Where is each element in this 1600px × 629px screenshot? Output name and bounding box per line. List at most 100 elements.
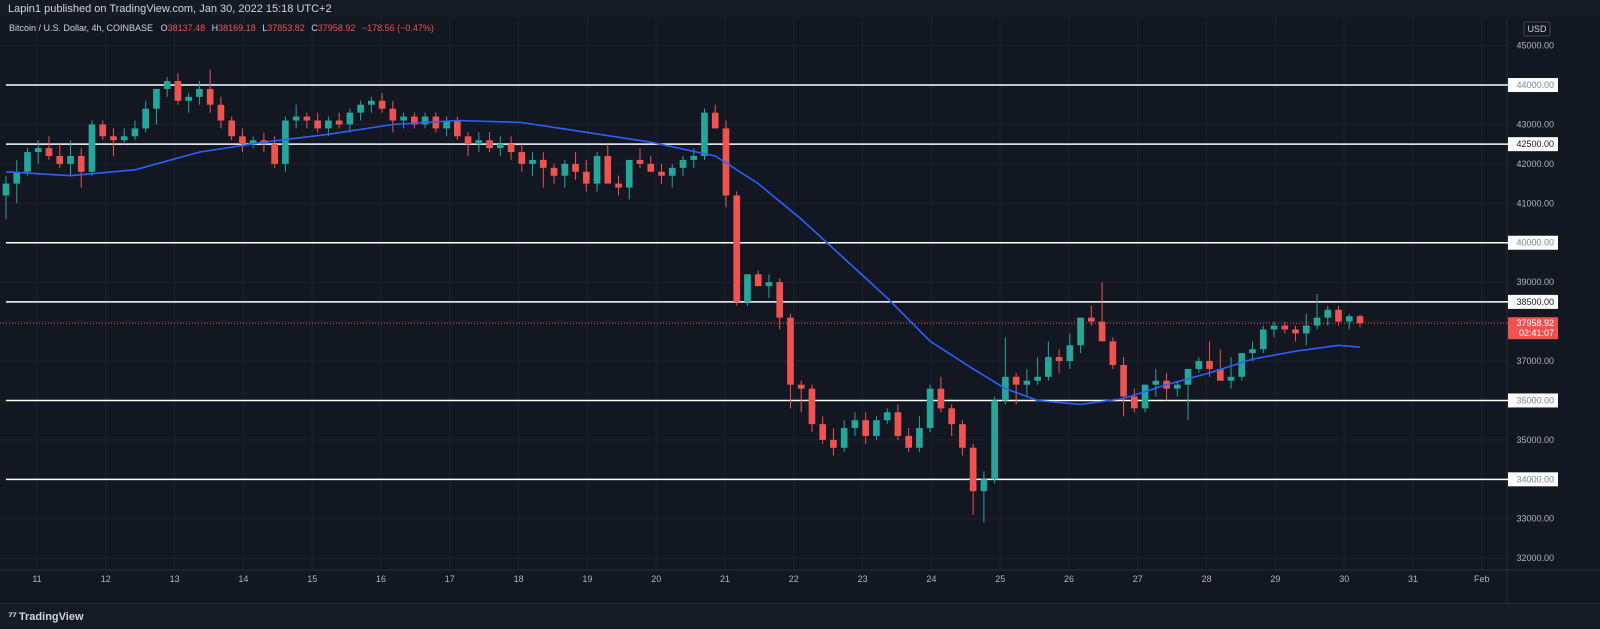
candle-body: [529, 159, 536, 164]
candle-body: [1055, 357, 1063, 362]
candle-body: [196, 88, 203, 97]
candle-body: [550, 167, 558, 176]
candle-body: [1077, 317, 1084, 346]
plot-area[interactable]: [0, 18, 1507, 603]
level-price-tag: [1508, 393, 1558, 408]
candle-body: [787, 317, 794, 385]
candle-body: [1195, 361, 1203, 369]
candle-body: [862, 420, 870, 436]
bar-countdown: 02:41:07: [1519, 328, 1554, 338]
candle-body: [282, 120, 289, 164]
close-label: C: [311, 23, 318, 33]
candle-body: [830, 439, 837, 448]
currency-label: USD: [1527, 24, 1547, 34]
candle-body: [1206, 361, 1213, 369]
x-tick-label: 25: [995, 574, 1005, 584]
candle-body: [1345, 316, 1353, 322]
candle-body: [808, 388, 816, 425]
candle-body: [851, 420, 859, 429]
candle-body: [153, 88, 160, 109]
x-tick-label: 21: [720, 574, 730, 584]
candle-body: [131, 128, 139, 137]
candle-body: [1023, 380, 1031, 385]
candle-body: [389, 108, 397, 121]
change-value: −178.56 (−0.47%): [362, 23, 434, 33]
open-value: 38137.48: [168, 23, 206, 33]
candle-body: [754, 274, 762, 287]
candle-body: [303, 116, 311, 121]
candle-body: [454, 120, 461, 137]
y-axis-labels: 32000.00 33000.00 34000.00 35000.00 36000.00…: [1516, 41, 1554, 564]
candle-body: [668, 167, 676, 176]
y-tick-label: 36000.00: [1516, 395, 1554, 405]
candle-body: [464, 136, 472, 145]
brand-label: TradingView: [18, 611, 84, 623]
candle-body: [991, 400, 998, 480]
candle-body: [507, 144, 515, 153]
candle-body: [969, 447, 977, 492]
x-tick-label: 17: [445, 574, 455, 584]
candle-body: [67, 156, 74, 164]
tradingview-brand[interactable]: ⁷⁷ TradingView: [8, 604, 84, 629]
x-tick-label: 18: [514, 574, 524, 584]
candle-body: [582, 171, 590, 184]
price-chart[interactable]: 44000.00 42500.00 40000.00 38500.00 36000.00…: [0, 0, 1600, 603]
y-tick-label: 33000.00: [1516, 514, 1554, 524]
candle-body: [615, 183, 622, 188]
candle-body: [916, 428, 923, 448]
candle-body: [110, 136, 117, 141]
x-tick-label: 30: [1339, 574, 1349, 584]
candle-body: [1216, 368, 1224, 381]
candle-body: [1356, 316, 1364, 324]
x-tick-label: 29: [1270, 574, 1280, 584]
candle-body: [1141, 384, 1149, 409]
candle-body: [1313, 317, 1321, 326]
candle-body: [1152, 380, 1160, 385]
candle-body: [77, 156, 85, 172]
y-tick-label: 39000.00: [1516, 277, 1554, 287]
candle-body: [1281, 325, 1289, 330]
candle-body: [690, 156, 698, 160]
close-value: 37958.92: [318, 23, 356, 33]
level-price-tag: [1508, 78, 1558, 93]
level-price-tag: [1508, 235, 1558, 250]
candle-body: [948, 408, 955, 425]
candle-body: [604, 156, 612, 184]
y-tick-label: 43000.00: [1516, 119, 1554, 129]
candle-body: [292, 116, 300, 121]
candle-body: [368, 100, 375, 105]
candle-body: [346, 112, 354, 125]
support-resistance-levels: 44000.00 42500.00 40000.00 38500.00 36000.00…: [6, 78, 1558, 487]
candle-body: [905, 435, 912, 448]
candle-body: [99, 124, 107, 137]
publish-info: Lapin1 published on TradingView.com, Jan…: [8, 3, 332, 15]
y-tick-label: 44000.00: [1516, 80, 1554, 90]
low-value: 37853.82: [267, 23, 305, 33]
candle-body: [539, 159, 547, 168]
x-tick-label: 12: [101, 574, 111, 584]
candle-body: [88, 124, 96, 172]
candle-body: [561, 163, 569, 176]
moving-average-line: [5, 119, 1361, 406]
candle-body: [400, 116, 407, 121]
last-price-tag: 37958.92 02:41:07: [0, 317, 1558, 340]
candle-body: [1227, 376, 1235, 381]
last-price-value: 37958.92: [1516, 318, 1554, 328]
symbol-label: Bitcoin / U.S. Dollar, 4h, COINBASE: [9, 23, 153, 33]
candle-body: [883, 412, 891, 421]
y-tick-label: 35000.00: [1516, 435, 1554, 445]
currency-button[interactable]: USD: [1523, 21, 1551, 37]
y-tick-label: 45000.00: [1516, 41, 1554, 51]
candle-body: [1270, 325, 1278, 330]
candle-body: [1335, 309, 1342, 322]
candle-body: [1324, 309, 1332, 318]
candle-body: [1184, 368, 1192, 385]
candle-body: [1098, 321, 1106, 342]
y-tick-label: 37000.00: [1516, 356, 1554, 366]
price-axis[interactable]: [1507, 18, 1600, 603]
candle-body: [1088, 317, 1095, 322]
x-tick-label: 27: [1133, 574, 1143, 584]
candle-body: [411, 116, 418, 125]
candle-body: [658, 171, 665, 176]
